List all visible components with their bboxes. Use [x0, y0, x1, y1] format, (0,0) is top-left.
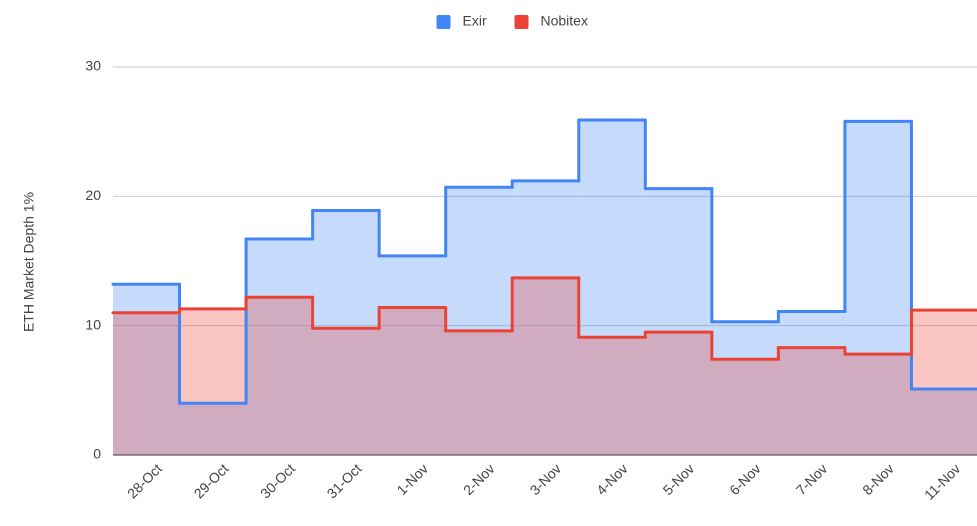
x-tick-label: 4-Nov	[593, 460, 631, 498]
area-fill	[645, 188, 712, 455]
area-fill	[445, 187, 513, 455]
area-fill	[246, 297, 313, 455]
legend-swatch	[514, 15, 529, 29]
legend-label: Exir	[463, 13, 487, 29]
area-fill	[711, 359, 779, 455]
area-fill	[179, 308, 247, 455]
x-tick-label: 1-Nov	[393, 460, 431, 498]
area-fill	[844, 354, 912, 455]
area-fill	[445, 330, 513, 455]
area-fill	[379, 307, 446, 455]
area-fill	[312, 210, 380, 455]
legend-label: Nobitex	[541, 13, 588, 29]
y-tick-label: 30	[85, 58, 101, 74]
area-fill	[645, 332, 712, 455]
area-fill	[711, 321, 779, 455]
area-fill	[113, 312, 180, 455]
area-fill	[778, 347, 845, 455]
x-tick-label: 7-Nov	[793, 460, 831, 498]
x-tick-label: 28-Oct	[124, 460, 165, 501]
area-fill	[778, 311, 845, 455]
x-tick-label: 5-Nov	[660, 460, 698, 498]
x-tick-label: 3-Nov	[527, 460, 565, 498]
area-fill	[578, 120, 646, 455]
x-tick-label: 2-Nov	[460, 460, 498, 498]
x-tick-label: 6-Nov	[726, 460, 764, 498]
area-fill	[379, 255, 446, 455]
legend-swatch	[436, 15, 451, 29]
y-tick-label: 10	[85, 316, 101, 332]
area-fill	[512, 277, 579, 455]
area-fill	[911, 310, 977, 455]
y-tick-label: 0	[93, 446, 101, 462]
x-tick-label: 30-Oct	[257, 460, 298, 501]
x-tick-label: 31-Oct	[324, 460, 365, 501]
area-fill	[578, 337, 646, 455]
x-tick-label: 8-Nov	[859, 460, 897, 498]
area-fill	[179, 403, 247, 455]
area-fill	[312, 328, 380, 455]
x-tick-label: 11-Nov	[921, 460, 963, 502]
area-fill	[246, 239, 313, 455]
area-fill	[512, 180, 579, 455]
x-tick-label: 29-Oct	[191, 460, 232, 501]
y-axis-label: ETH Market Depth 1%	[21, 192, 37, 332]
y-tick-label: 20	[85, 187, 101, 203]
area-fill	[844, 121, 912, 455]
area-fill	[911, 389, 977, 455]
